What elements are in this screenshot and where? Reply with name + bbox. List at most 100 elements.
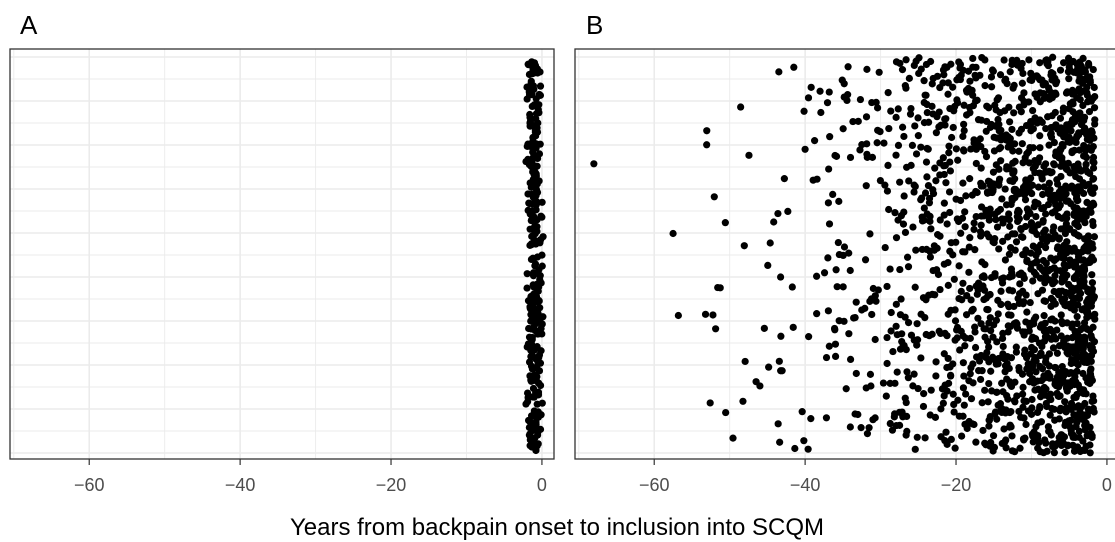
- data-point: [994, 310, 1002, 318]
- data-point: [992, 360, 1000, 368]
- data-point: [1075, 427, 1083, 435]
- data-point: [1057, 332, 1065, 340]
- data-point: [880, 139, 888, 147]
- data-point: [822, 353, 831, 362]
- data-point: [981, 386, 989, 394]
- data-point: [1056, 195, 1064, 203]
- data-point: [903, 412, 911, 420]
- data-point: [921, 189, 930, 197]
- data-point: [1025, 327, 1033, 335]
- data-point: [1038, 365, 1047, 373]
- data-point: [852, 369, 860, 378]
- data-point: [946, 247, 954, 255]
- data-point: [1051, 363, 1059, 372]
- data-point: [1081, 426, 1089, 434]
- data-point: [528, 343, 537, 351]
- data-point: [1066, 67, 1074, 75]
- data-point: [1047, 316, 1055, 324]
- data-point: [1018, 79, 1026, 87]
- data-point: [1022, 318, 1030, 326]
- data-point: [526, 119, 534, 127]
- data-point: [529, 183, 537, 191]
- data-point: [999, 407, 1007, 416]
- data-point: [1085, 108, 1094, 116]
- data-point: [971, 97, 980, 105]
- data-point: [824, 199, 832, 207]
- data-point: [925, 199, 934, 207]
- data-point: [1050, 449, 1058, 457]
- data-point: [892, 58, 901, 66]
- data-point: [985, 319, 993, 327]
- data-point: [972, 159, 980, 168]
- data-point: [977, 375, 985, 384]
- data-point: [1078, 306, 1086, 314]
- data-point: [1039, 218, 1047, 226]
- panel-b-points: [590, 53, 1099, 457]
- data-point: [1076, 74, 1084, 82]
- data-point: [917, 354, 925, 362]
- data-point: [909, 382, 917, 390]
- data-point: [998, 334, 1007, 343]
- data-point: [833, 283, 841, 291]
- data-point: [825, 165, 833, 173]
- data-point: [1019, 287, 1027, 295]
- data-point: [953, 215, 961, 223]
- data-point: [846, 153, 855, 162]
- data-point: [941, 121, 949, 129]
- data-point: [1073, 319, 1081, 328]
- data-point: [525, 70, 534, 79]
- data-point: [1091, 116, 1099, 124]
- data-point: [1006, 177, 1014, 185]
- data-point: [1036, 404, 1044, 412]
- data-point: [1053, 180, 1062, 188]
- data-point: [1089, 65, 1097, 74]
- data-point: [740, 242, 748, 250]
- data-point: [1034, 183, 1043, 191]
- data-point: [1066, 59, 1074, 67]
- data-point: [942, 115, 950, 123]
- data-point: [988, 83, 996, 91]
- data-point: [1088, 432, 1096, 440]
- data-point: [936, 83, 944, 92]
- data-point: [1057, 311, 1065, 319]
- data-point: [995, 177, 1003, 186]
- data-point: [532, 418, 540, 426]
- data-point: [1030, 227, 1039, 235]
- data-point: [534, 353, 542, 361]
- data-point: [1015, 103, 1023, 111]
- data-point: [1086, 73, 1094, 81]
- data-point: [989, 333, 997, 341]
- data-point: [946, 363, 954, 371]
- data-point: [1053, 349, 1061, 357]
- data-point: [669, 229, 677, 238]
- data-point: [844, 91, 852, 99]
- data-point: [969, 54, 977, 63]
- data-point: [1022, 121, 1031, 130]
- data-point: [1036, 59, 1044, 67]
- data-point: [1049, 227, 1057, 235]
- data-point: [995, 245, 1003, 253]
- data-point: [915, 69, 923, 78]
- data-point: [947, 60, 955, 68]
- data-point: [1038, 342, 1046, 351]
- data-point: [528, 91, 536, 99]
- data-point: [1033, 257, 1041, 265]
- data-point: [866, 230, 874, 238]
- data-point: [1074, 361, 1082, 369]
- data-point: [1013, 392, 1021, 400]
- data-point: [985, 207, 993, 215]
- data-point: [952, 238, 960, 246]
- data-point: [1003, 375, 1011, 383]
- data-point: [977, 320, 985, 328]
- panel-a-label: A: [20, 10, 38, 40]
- data-point: [1016, 444, 1024, 452]
- data-point: [957, 229, 965, 237]
- data-point: [971, 246, 979, 254]
- data-point: [1072, 393, 1080, 402]
- data-point: [862, 113, 871, 121]
- data-point: [944, 79, 952, 87]
- data-point: [1081, 182, 1090, 190]
- data-point: [920, 77, 928, 85]
- data-point: [1039, 190, 1047, 199]
- data-point: [935, 327, 943, 335]
